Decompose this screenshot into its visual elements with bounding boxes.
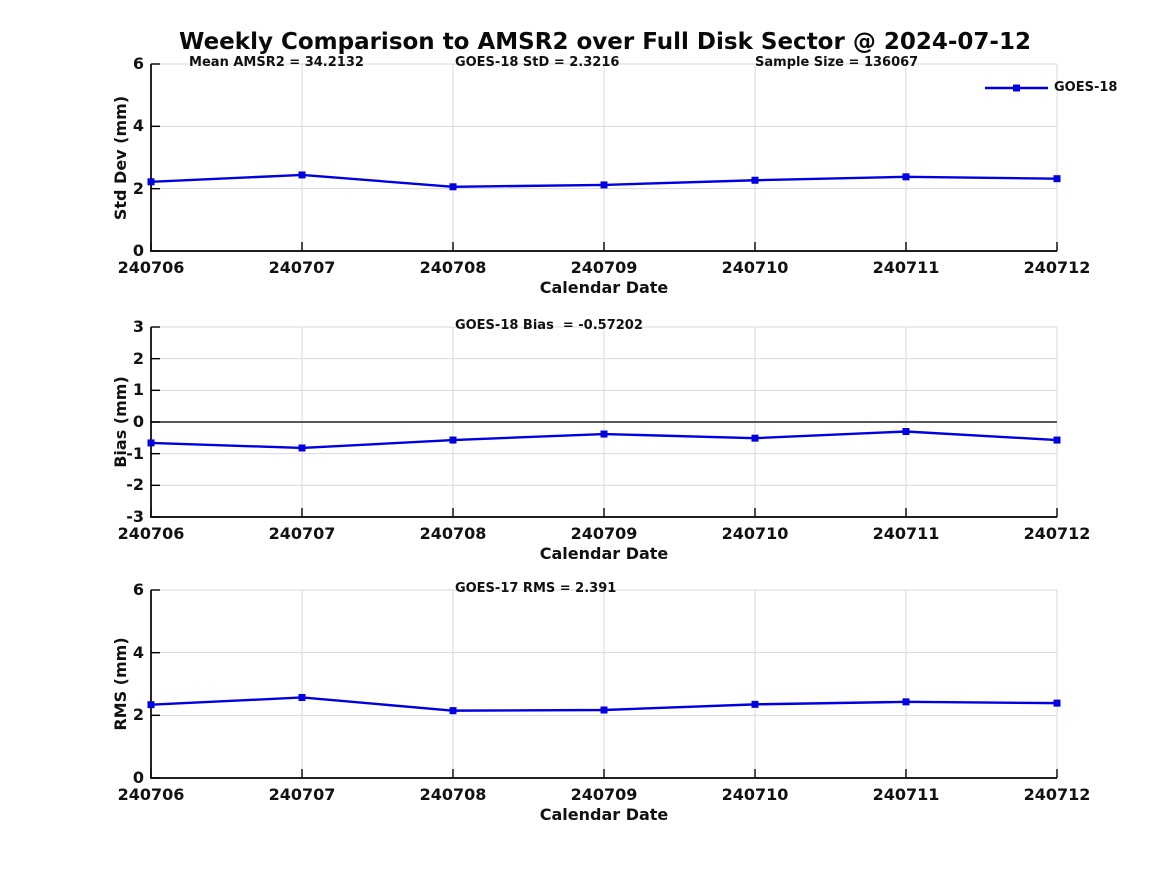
- axis-label-x: Calendar Date: [539, 805, 669, 824]
- x-tick-label: 240709: [570, 524, 638, 543]
- annotation: GOES-17 RMS = 2.391: [454, 581, 617, 596]
- y-tick-label: 6: [132, 580, 144, 599]
- y-tick-label: 1: [132, 380, 144, 400]
- x-tick-label: 240710: [721, 785, 789, 804]
- y-tick-label: 4: [132, 116, 144, 136]
- data-point-marker: [298, 171, 306, 179]
- x-tick-label: 240712: [1023, 524, 1091, 543]
- data-point-marker: [1053, 175, 1061, 183]
- data-point-marker: [902, 173, 910, 181]
- y-tick-label: 0: [132, 768, 144, 787]
- x-tick-label: 240707: [268, 785, 336, 804]
- x-tick-label: 240711: [872, 258, 940, 277]
- data-point-marker: [1053, 436, 1061, 444]
- x-tick-label: 240707: [268, 524, 336, 543]
- x-tick-label: 240709: [570, 785, 638, 804]
- y-tick-label: 3: [132, 317, 144, 336]
- y-tick-label: 4: [132, 642, 144, 662]
- x-tick-label: 240710: [721, 258, 789, 277]
- annotation: GOES-18 StD = 2.3216: [454, 55, 620, 70]
- data-point-marker: [751, 434, 759, 442]
- x-tick-label: 240706: [117, 785, 185, 804]
- axis-label-y: RMS (mm): [111, 637, 130, 731]
- annotation: Sample Size = 136067: [755, 55, 919, 70]
- data-point-marker: [600, 706, 608, 714]
- y-tick-label: -3: [126, 507, 144, 526]
- x-tick-label: 240706: [117, 258, 185, 277]
- y-tick-label: -2: [126, 475, 144, 495]
- y-tick-label: 2: [132, 705, 144, 725]
- y-tick-label: -1: [126, 443, 144, 463]
- data-point-marker: [902, 698, 910, 706]
- data-point-marker: [902, 428, 910, 435]
- y-tick-label: 0: [132, 241, 144, 260]
- x-tick-label: 240708: [419, 258, 487, 277]
- y-tick-label: 2: [132, 348, 144, 368]
- x-tick-label: 240712: [1023, 258, 1091, 277]
- x-tick-label: 240711: [872, 524, 940, 543]
- annotation: GOES-18 Bias = -0.57202: [454, 318, 643, 333]
- legend-marker: [1013, 84, 1020, 92]
- x-tick-label: 240708: [419, 785, 487, 804]
- data-point-marker: [147, 701, 155, 709]
- data-point-marker: [449, 707, 457, 715]
- y-tick-label: 0: [132, 412, 144, 431]
- data-point-marker: [600, 181, 608, 189]
- data-point-marker: [1053, 699, 1061, 707]
- annotation: Mean AMSR2 = 34.2132: [189, 55, 364, 70]
- data-point-marker: [600, 430, 608, 438]
- data-point-marker: [298, 693, 306, 701]
- x-tick-label: 240708: [419, 524, 487, 543]
- data-point-marker: [449, 183, 457, 191]
- legend-label: GOES-18: [1054, 80, 1118, 95]
- data-point-marker: [751, 700, 759, 708]
- x-tick-label: 240712: [1023, 785, 1091, 804]
- axis-label-x: Calendar Date: [539, 278, 669, 297]
- y-tick-label: 6: [132, 54, 144, 73]
- x-tick-label: 240707: [268, 258, 336, 277]
- data-point-marker: [751, 176, 759, 184]
- x-tick-label: 240709: [570, 258, 638, 277]
- axis-label-x: Calendar Date: [539, 544, 669, 563]
- x-tick-label: 240711: [872, 785, 940, 804]
- data-point-marker: [147, 439, 155, 447]
- data-point-marker: [449, 436, 457, 444]
- y-tick-label: 2: [132, 178, 144, 198]
- axis-label-y: Std Dev (mm): [111, 95, 130, 220]
- data-point-marker: [147, 178, 155, 186]
- axis-label-y: Bias (mm): [111, 376, 130, 468]
- chart-title: Weekly Comparison to AMSR2 over Full Dis…: [179, 29, 1031, 55]
- x-tick-label: 240706: [117, 524, 185, 543]
- data-point-marker: [298, 444, 306, 452]
- x-tick-label: 240710: [721, 524, 789, 543]
